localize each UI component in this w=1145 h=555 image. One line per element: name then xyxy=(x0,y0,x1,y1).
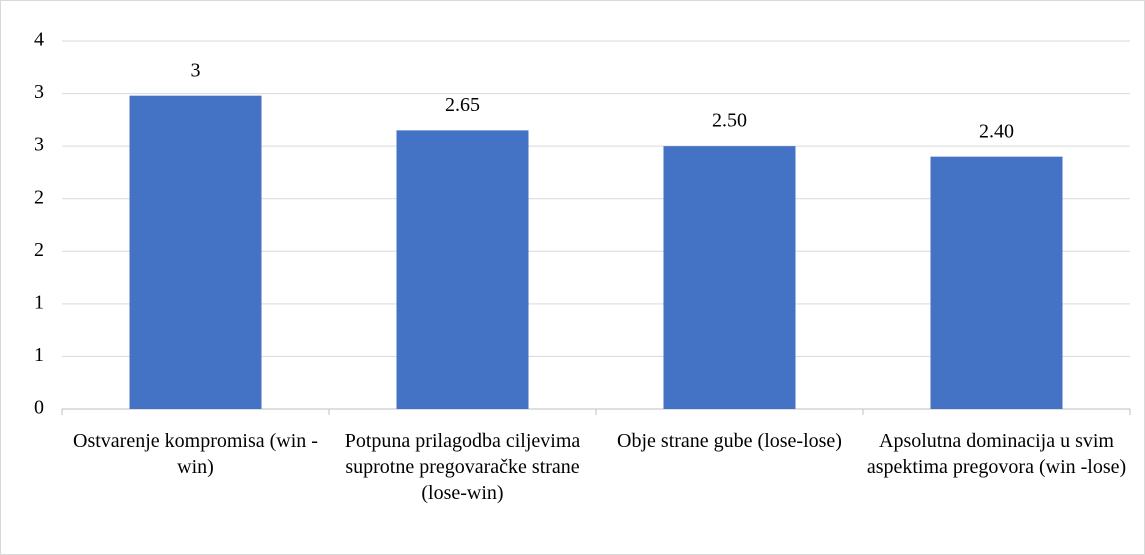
y-tick-label: 2 xyxy=(34,239,44,261)
data-label: 2.50 xyxy=(712,110,747,132)
bar xyxy=(663,146,796,409)
y-tick-label: 2 xyxy=(34,186,44,208)
bar xyxy=(396,130,529,409)
x-tick-label: Potpuna prilagodba ciljevima suprotne pr… xyxy=(344,430,581,504)
bar xyxy=(129,95,262,409)
bar xyxy=(930,156,1063,409)
x-tick-label: Ostvarenje kompromisa (win -win) xyxy=(73,430,318,478)
data-label: 2.40 xyxy=(979,120,1014,142)
x-tick-label: Obje strane gube (lose-lose) xyxy=(617,430,842,452)
x-tick-label: Apsolutna dominacija u svim aspektima pr… xyxy=(866,430,1127,478)
y-tick-label: 4 xyxy=(34,29,44,51)
y-tick-label: 0 xyxy=(34,397,44,419)
data-label: 3 xyxy=(191,59,201,81)
y-tick-label: 1 xyxy=(34,291,44,313)
data-label: 2.65 xyxy=(445,94,480,116)
y-tick-label: 1 xyxy=(34,344,44,366)
y-tick-label: 3 xyxy=(34,81,44,103)
y-tick-label: 3 xyxy=(34,134,44,156)
